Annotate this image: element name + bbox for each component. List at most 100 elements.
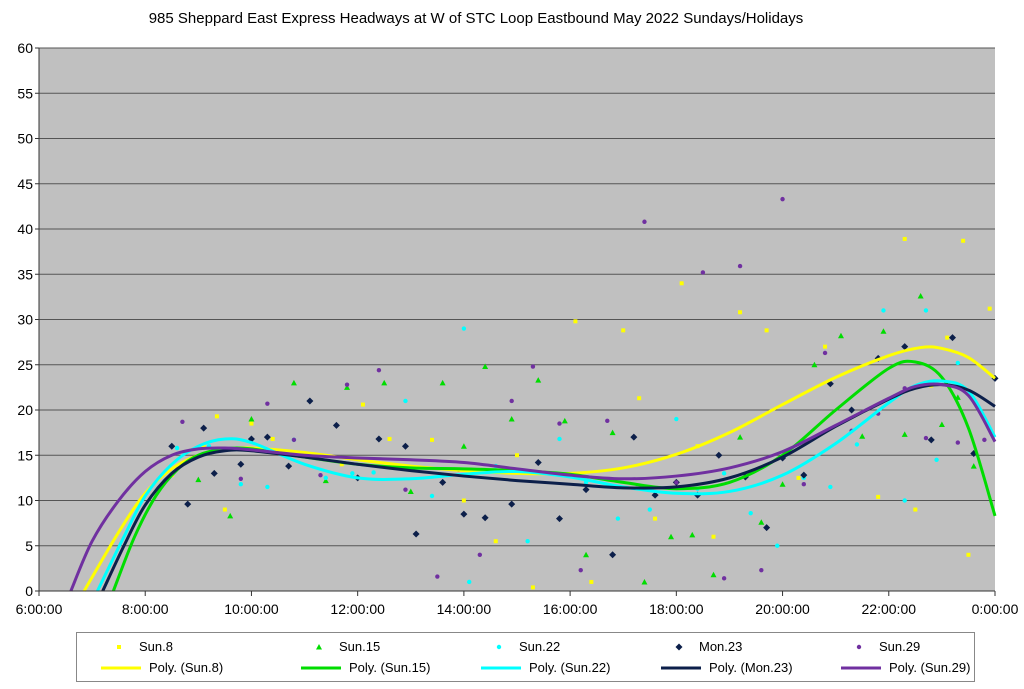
y-tick-label: 15 [17, 447, 33, 463]
data-point-sun-8 [387, 436, 392, 441]
data-point-sun-29 [982, 437, 987, 443]
data-point-sun-15 [779, 481, 786, 487]
data-point-sun-22 [955, 360, 961, 366]
data-point-sun-22 [323, 475, 328, 481]
data-point-sun-15 [439, 379, 446, 386]
data-point-sun-22 [923, 308, 929, 313]
data-point-sun-15 [609, 429, 616, 436]
data-point-sun-29 [923, 435, 929, 441]
data-point-sun-8 [823, 344, 828, 349]
data-point-sun-22 [828, 484, 833, 490]
legend-label: Mon.23 [699, 639, 743, 654]
data-point-mon-23 [848, 406, 856, 414]
data-point-sun-8 [530, 585, 535, 590]
data-point-sun-22 [174, 445, 180, 451]
data-point-sun-22 [265, 484, 270, 490]
data-point-mon-23 [609, 551, 617, 559]
data-point-mon-23 [651, 491, 659, 499]
y-tick-label: 5 [25, 538, 33, 554]
data-point-sun-29 [642, 219, 647, 224]
y-tick-label: 35 [17, 266, 33, 282]
data-point-sun-8 [270, 436, 275, 441]
data-point-sun-29 [238, 476, 244, 481]
data-point-sun-29 [403, 487, 408, 492]
data-point-mon-23 [184, 500, 192, 508]
data-point-sun-22 [615, 516, 621, 521]
data-markers [168, 196, 999, 590]
data-point-sun-22 [461, 326, 467, 331]
data-point-sun-29 [605, 418, 610, 424]
data-point-sun-15 [460, 443, 467, 449]
data-point-mon-23 [800, 471, 808, 479]
data-point-sun-22 [902, 498, 907, 503]
data-point-sun-8 [711, 534, 716, 539]
data-point-mon-23 [401, 442, 409, 450]
data-point-sun-8 [249, 421, 254, 426]
data-point-sun-29 [801, 482, 806, 487]
data-point-sun-8 [945, 335, 950, 340]
data-point-mon-23 [555, 515, 563, 523]
data-point-mon-23 [460, 510, 468, 518]
legend-symbol [301, 666, 341, 670]
axes [35, 47, 996, 596]
legend-label: Poly. (Sun.8) [149, 660, 224, 675]
data-point-sun-22 [647, 507, 652, 512]
data-point-sun-29 [822, 350, 828, 356]
legend: Sun.8 Sun.15 Sun.22 Mon.23 Sun.29 Poly. (Sun.… [76, 632, 975, 682]
legend-label: Poly. (Sun.29) [889, 660, 971, 675]
data-point-sun-15 [344, 384, 351, 390]
data-point-sun-15 [970, 463, 977, 469]
y-tick-label: 40 [17, 221, 33, 237]
data-point-sun-8 [493, 539, 498, 544]
data-point-sun-8 [222, 507, 227, 512]
data-point-mon-23 [927, 436, 935, 444]
legend-label: Sun.22 [519, 639, 561, 654]
y-tick-label: 55 [17, 85, 33, 101]
data-point-mon-23 [306, 397, 314, 405]
data-point-sun-29 [180, 419, 185, 424]
data-point-mon-23 [375, 435, 383, 443]
data-point-sun-15 [381, 379, 388, 386]
data-point-sun-8 [339, 462, 344, 467]
data-point-sun-15 [290, 379, 297, 386]
data-point-sun-8 [653, 516, 658, 521]
legend-symbol [496, 644, 502, 650]
data-point-mon-23 [168, 442, 176, 450]
data-point-sun-29 [477, 552, 483, 557]
x-tick-label: 10:00:00 [224, 601, 279, 617]
tick-labels: 0 5 10 15 20 25 30 35 40 45 50 55 60 6:00:00 8:00:00 10… [16, 40, 1019, 617]
data-point-sun-15 [482, 363, 489, 370]
data-point-sun-29 [674, 480, 679, 485]
data-point-sun-15 [737, 434, 744, 440]
data-point-sun-8 [214, 414, 219, 419]
x-tick-label: 14:00:00 [437, 601, 492, 617]
data-point-mon-23 [630, 433, 638, 441]
data-point-sun-8 [796, 475, 801, 480]
data-point-sun-29 [780, 196, 785, 202]
legend-label: Poly. (Sun.22) [529, 660, 611, 675]
data-point-sun-15 [917, 292, 924, 299]
legend-symbol [101, 666, 141, 670]
data-point-sun-29 [376, 367, 382, 373]
legend-label: Poly. (Mon.23) [709, 660, 793, 675]
y-tick-label: 50 [17, 131, 33, 147]
data-point-sun-22 [403, 398, 408, 404]
data-point-sun-8 [589, 579, 594, 584]
data-point-mon-23 [715, 451, 723, 459]
data-point-sun-22 [371, 470, 376, 475]
data-point-sun-29 [721, 576, 727, 581]
x-tick-label: 8:00:00 [122, 601, 169, 617]
data-point-sun-15 [880, 328, 887, 334]
legend-marker [496, 644, 502, 650]
data-point-sun-29 [557, 421, 562, 426]
y-tick-label: 60 [17, 40, 33, 56]
data-point-mon-23 [439, 478, 447, 486]
data-point-sun-15 [583, 551, 590, 558]
data-point-mon-23 [481, 514, 489, 522]
data-point-sun-15 [689, 531, 696, 538]
data-point-mon-23 [763, 524, 771, 532]
y-tick-label: 0 [25, 583, 33, 599]
data-point-sun-8 [637, 396, 642, 401]
data-point-sun-8 [738, 310, 743, 315]
x-tick-label: 20:00:00 [755, 601, 810, 617]
